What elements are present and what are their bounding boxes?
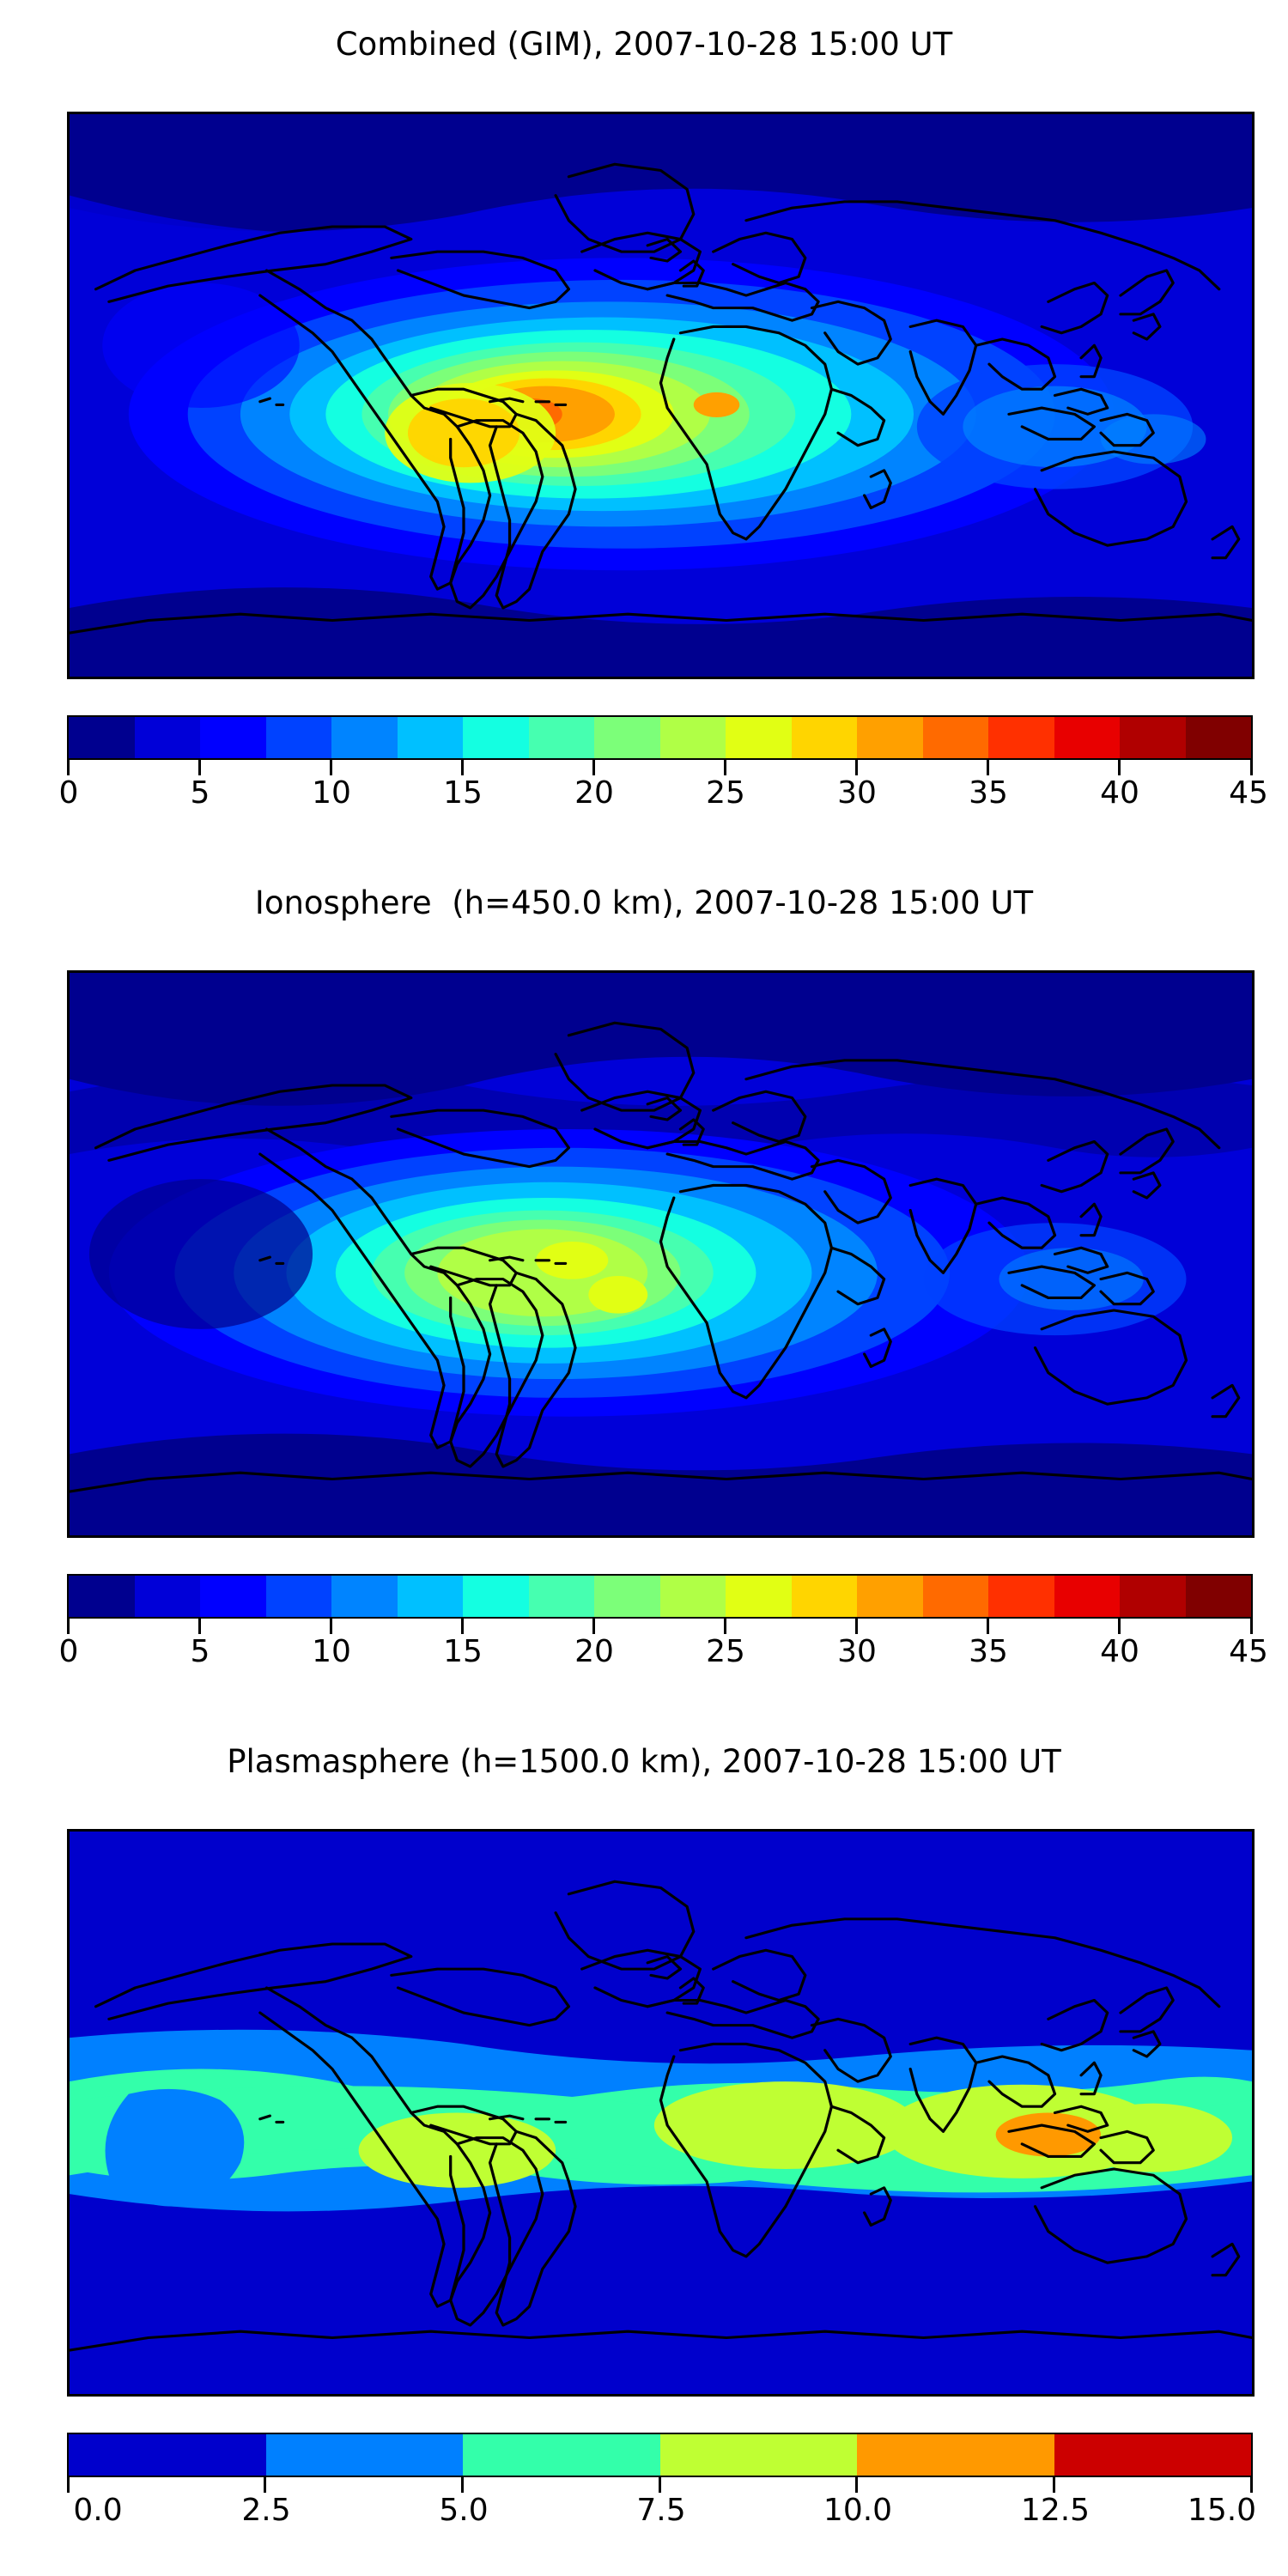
cbar3-tick-4: 10.0	[823, 2493, 893, 2528]
cbar3-tick-3: 7.5	[636, 2493, 686, 2528]
cbar1-tick-7: 35	[969, 775, 1008, 811]
cbar3-tick-0: 0.0	[73, 2493, 123, 2528]
colorbar-plasmasphere: 0.0 2.5 5.0 7.5 10.0 12.5 15.0	[67, 2433, 1256, 2532]
map-plasmasphere	[67, 1829, 1255, 2397]
cbar2-tick-0: 0	[58, 1634, 79, 1669]
cbar1-tick-3: 15	[443, 775, 483, 811]
cbar1-tick-2: 10	[312, 775, 351, 811]
panel-title-combined: Combined (GIM), 2007-10-28 15:00 UT	[335, 26, 953, 63]
cbar3-tick-2: 5.0	[439, 2493, 489, 2528]
coastlines	[70, 162, 1252, 635]
map-ionosphere	[67, 970, 1255, 1538]
colorbar-plasmasphere-labels: 0.0 2.5 5.0 7.5 10.0 12.5 15.0	[67, 2493, 1257, 2532]
coastlines	[70, 1021, 1252, 1493]
cbar2-tick-3: 15	[443, 1634, 483, 1669]
colorbar-ionosphere-labels: 0 5 10 15 20 25 30 35 40 45	[59, 1634, 1268, 1674]
cbar1-tick-1: 5	[190, 775, 210, 811]
colorbar-combined-labels: 0 5 10 15 20 25 30 35 40 45	[59, 775, 1268, 815]
colorbar-plasmasphere-ticks	[67, 2477, 1253, 2493]
cbar1-tick-8: 40	[1100, 775, 1139, 811]
colorbar-combined: 0 5 10 15 20 25 30 35 40 45	[59, 715, 1268, 815]
cbar1-tick-0: 0	[58, 775, 79, 811]
cbar1-tick-4: 20	[574, 775, 614, 811]
colorbar-ionosphere: 0 5 10 15 20 25 30 35 40 45	[59, 1574, 1268, 1674]
cbar3-tick-6: 15.0	[1187, 2493, 1257, 2528]
cbar2-tick-5: 25	[706, 1634, 745, 1669]
colorbar-combined-bar	[67, 715, 1253, 760]
cbar3-tick-5: 12.5	[1020, 2493, 1091, 2528]
map-svg-ionosphere	[70, 973, 1252, 1535]
colorbar-plasmasphere-bar	[67, 2433, 1253, 2477]
map-svg-plasmasphere	[70, 1832, 1252, 2394]
cbar1-tick-5: 25	[706, 775, 745, 811]
cbar2-tick-4: 20	[574, 1634, 614, 1669]
cbar1-tick-9: 45	[1229, 775, 1268, 811]
cbar2-tick-6: 30	[837, 1634, 877, 1669]
panel-title-ionosphere: Ionosphere (h=450.0 km), 2007-10-28 15:0…	[254, 884, 1034, 921]
colorbar-ionosphere-bar	[67, 1574, 1253, 1619]
cbar2-tick-9: 45	[1229, 1634, 1268, 1669]
coastlines	[70, 1880, 1252, 2352]
cbar2-tick-1: 5	[190, 1634, 210, 1669]
panel-title-plasmasphere: Plasmasphere (h=1500.0 km), 2007-10-28 1…	[227, 1743, 1061, 1780]
cbar2-tick-8: 40	[1100, 1634, 1139, 1669]
cbar3-tick-1: 2.5	[241, 2493, 291, 2528]
map-combined-gim	[67, 112, 1255, 679]
cbar1-tick-6: 30	[837, 775, 877, 811]
cbar2-tick-2: 10	[312, 1634, 351, 1669]
map-svg-combined	[70, 114, 1252, 677]
colorbar-combined-ticks	[67, 760, 1253, 775]
cbar2-tick-7: 35	[969, 1634, 1008, 1669]
colorbar-ionosphere-ticks	[67, 1619, 1253, 1634]
